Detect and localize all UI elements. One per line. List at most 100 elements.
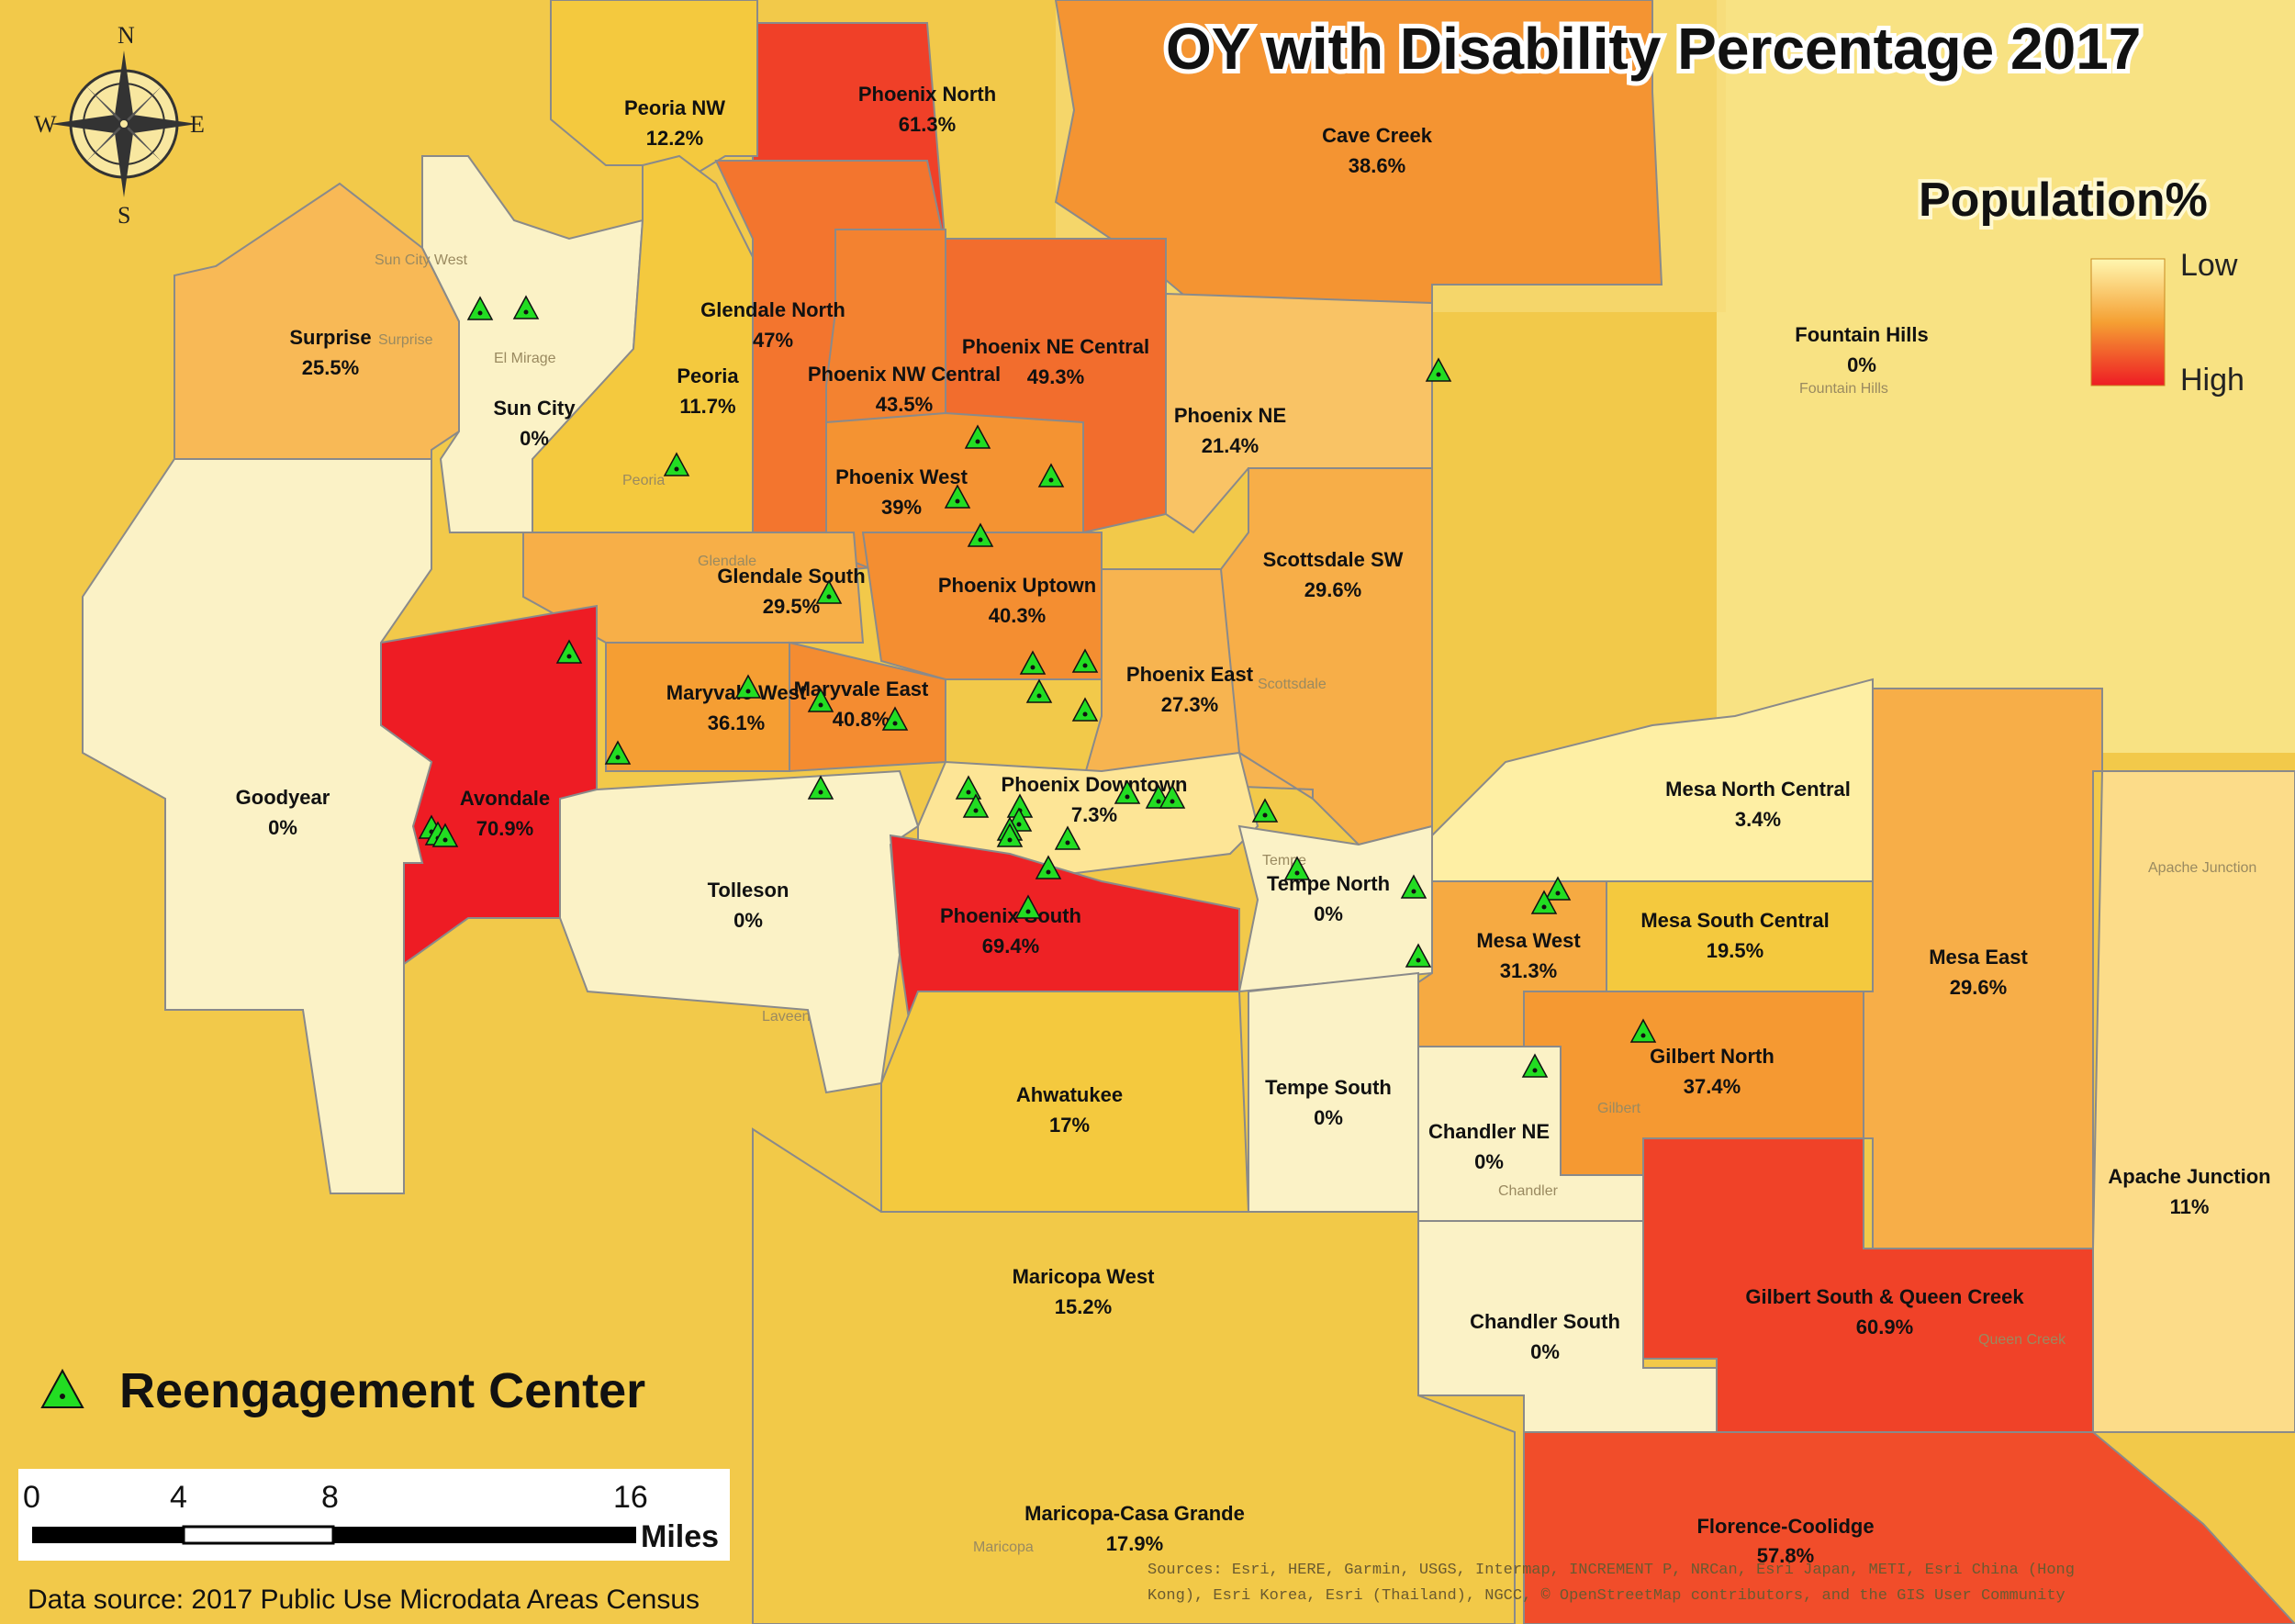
reengagement-center-marker[interactable] xyxy=(881,706,909,731)
region-pct-phoenix-west: 39% xyxy=(881,496,922,519)
reengagement-center-marker[interactable] xyxy=(1283,856,1311,880)
basemap-label-laveen: Laveen xyxy=(762,1009,811,1025)
region-pct-surprise: 25.5% xyxy=(302,356,359,379)
scale-tick-8: 8 xyxy=(321,1480,339,1515)
reengagement-center-marker[interactable] xyxy=(944,484,971,509)
region-label-mesa-east: Mesa East xyxy=(1929,946,2028,969)
region-label-apache-junction: Apache Junction xyxy=(2108,1165,2270,1188)
reengagement-center-marker[interactable] xyxy=(1114,779,1141,804)
region-polygons xyxy=(82,0,2295,1624)
region-pct-goodyear: 0% xyxy=(268,816,297,839)
reengagement-center-marker[interactable] xyxy=(1071,697,1099,722)
region-pct-tempe-south: 0% xyxy=(1314,1106,1343,1129)
region-pct-sun-city: 0% xyxy=(520,427,549,450)
basemap-label-maricopa: Maricopa xyxy=(973,1540,1034,1555)
compass-e-label: E xyxy=(190,111,205,138)
reengagement-center-marker[interactable] xyxy=(964,424,991,449)
region-mesa-east[interactable] xyxy=(1863,688,2103,1249)
region-surprise[interactable] xyxy=(174,182,460,460)
reengagement-center-marker[interactable] xyxy=(1071,648,1099,673)
region-label-mesa-south-central: Mesa South Central xyxy=(1640,909,1829,932)
region-pct-gilbert-north: 37.4% xyxy=(1684,1075,1741,1098)
reengagement-center-marker[interactable] xyxy=(1037,463,1065,487)
region-pct-phoenix-downtown: 7.3% xyxy=(1071,803,1117,826)
region-pct-glendale-north: 47% xyxy=(753,329,793,352)
region-label-phoenix-nw-central: Phoenix NW Central xyxy=(808,363,1001,386)
reengagement-center-marker[interactable] xyxy=(734,674,762,699)
region-mesa-south-central[interactable] xyxy=(1606,880,1874,992)
region-pct-peoria-nw: 12.2% xyxy=(646,127,703,150)
map-title: OY with Disability Percentage 2017 xyxy=(1166,16,2141,82)
region-goodyear[interactable] xyxy=(82,458,433,1194)
reengagement-center-marker[interactable] xyxy=(807,775,834,800)
compass-rose-icon: N S E W xyxy=(34,22,205,229)
reengagement-center-marker[interactable] xyxy=(1629,1018,1657,1043)
region-label-phoenix-north: Phoenix North xyxy=(858,83,996,106)
reengagement-center-marker[interactable] xyxy=(967,522,994,547)
region-pct-scottsdale-sw: 29.6% xyxy=(1304,578,1361,601)
region-label-phoenix-east: Phoenix East xyxy=(1126,663,1254,686)
reengagement-center-marker[interactable] xyxy=(431,823,459,847)
reengagement-center-marker[interactable] xyxy=(663,452,690,476)
region-pct-mesa-north-central: 3.4% xyxy=(1735,808,1781,831)
legend-title: Population% xyxy=(1919,174,2208,227)
region-label-phoenix-south: Phoenix South xyxy=(940,904,1081,927)
reengagement-center-marker[interactable] xyxy=(1530,890,1558,914)
reengagement-center-marker[interactable] xyxy=(466,296,494,320)
region-pct-mesa-west: 31.3% xyxy=(1500,959,1557,982)
reengagement-center-marker[interactable] xyxy=(1019,650,1047,675)
region-phoenix-east[interactable] xyxy=(1081,568,1314,801)
region-pct-tolleson: 0% xyxy=(733,909,763,932)
region-pct-phoenix-east: 27.3% xyxy=(1161,693,1218,716)
reengagement-center-marker[interactable] xyxy=(1035,855,1062,879)
reengagement-center-marker[interactable] xyxy=(1521,1053,1549,1078)
region-pct-phoenix-north: 61.3% xyxy=(899,113,956,136)
region-label-maryvale-east: Maryvale East xyxy=(794,678,929,700)
region-pct-phoenix-uptown: 40.3% xyxy=(989,604,1046,627)
reengagement-center-marker[interactable] xyxy=(815,579,843,604)
reengagement-center-marker[interactable] xyxy=(555,639,583,664)
region-maricopa-west[interactable] xyxy=(752,1127,1516,1624)
region-pct-peoria: 11.7% xyxy=(679,395,735,418)
region-pct-phoenix-nw-central: 43.5% xyxy=(876,393,933,416)
region-label-phoenix-west: Phoenix West xyxy=(835,465,968,488)
reengagement-center-marker[interactable] xyxy=(1159,784,1186,809)
reengagement-center-marker[interactable] xyxy=(1025,678,1053,703)
legend-low-label: Low xyxy=(2180,248,2238,283)
reengagement-center-marker[interactable] xyxy=(1251,798,1279,823)
reengagement-center-marker[interactable] xyxy=(807,688,834,712)
scale-tick-0: 0 xyxy=(23,1480,40,1515)
region-phoenix-uptown[interactable] xyxy=(861,532,1103,680)
reengagement-center-marker[interactable] xyxy=(1400,874,1427,899)
region-label-peoria: Peoria xyxy=(677,364,739,387)
reengagement-center-marker[interactable] xyxy=(955,775,982,800)
region-tolleson[interactable] xyxy=(559,769,920,1094)
region-pct-avondale: 70.9% xyxy=(476,817,533,840)
scale-tick-4: 4 xyxy=(170,1480,187,1515)
reengagement-center-marker[interactable] xyxy=(1544,876,1572,901)
region-apache-junction[interactable] xyxy=(2092,770,2295,1433)
basemap-label-scottsdale: Scottsdale xyxy=(1258,677,1327,692)
region-label-tempe-north: Tempe North xyxy=(1267,872,1390,895)
reengagement-center-marker[interactable] xyxy=(1054,825,1081,850)
region-label-maricopa-west: Maricopa West xyxy=(1013,1265,1156,1288)
basemap-label-surprise: Surprise xyxy=(378,332,433,348)
region-pct-florence-coolidge: 57.8% xyxy=(1757,1544,1814,1567)
reengagement-center-marker[interactable] xyxy=(996,823,1024,847)
reengagement-center-marker[interactable] xyxy=(1425,357,1452,382)
reengagement-center-marker[interactable] xyxy=(962,793,990,818)
scale-unit-label: Miles xyxy=(641,1519,719,1554)
reengagement-center-markers xyxy=(418,295,1657,1078)
region-label-sun-city: Sun City xyxy=(493,397,576,420)
region-pct-maryvale-east: 40.8% xyxy=(833,708,890,731)
region-pct-gilbert-south-queen-creek: 60.9% xyxy=(1856,1316,1913,1338)
reengagement-center-marker[interactable] xyxy=(604,740,632,765)
reengagement-center-marker[interactable] xyxy=(1405,943,1432,968)
region-florence-coolidge[interactable] xyxy=(1523,1431,2295,1624)
region-maryvale-west[interactable] xyxy=(605,642,790,772)
scale-bar: 0 4 8 16 Miles xyxy=(18,1469,730,1561)
region-pct-phoenix-ne-central: 49.3% xyxy=(1027,365,1084,388)
reengagement-center-marker[interactable] xyxy=(1014,894,1042,919)
reengagement-center-marker[interactable] xyxy=(512,295,540,319)
marker-legend-label: Reengagement Center xyxy=(119,1363,645,1418)
